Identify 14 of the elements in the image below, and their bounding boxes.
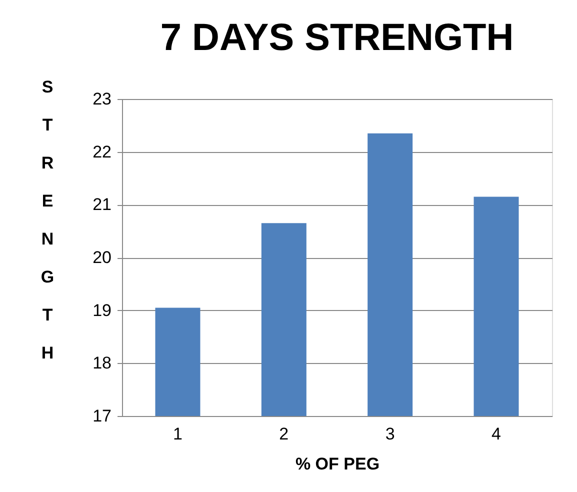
y-tick-label: 22 — [92, 142, 112, 162]
y-tick-label: 18 — [92, 354, 112, 373]
y-tick-label: 17 — [92, 406, 112, 426]
y-axis-title: STRENGTH — [40, 78, 54, 362]
x-tick-label: 3 — [385, 424, 395, 444]
y-tick-label: 19 — [92, 300, 112, 320]
y-tick-label: 20 — [92, 248, 112, 267]
x-tick-label: 1 — [173, 424, 182, 444]
x-tick-label: 2 — [279, 424, 289, 444]
x-axis-title: % OF PEG — [295, 454, 380, 474]
y-tick-label: 23 — [92, 90, 112, 108]
x-tick-label: 4 — [492, 424, 501, 444]
y-tick-label: 21 — [92, 195, 112, 214]
chart-title: 7 DAYS STRENGTH — [160, 17, 514, 59]
